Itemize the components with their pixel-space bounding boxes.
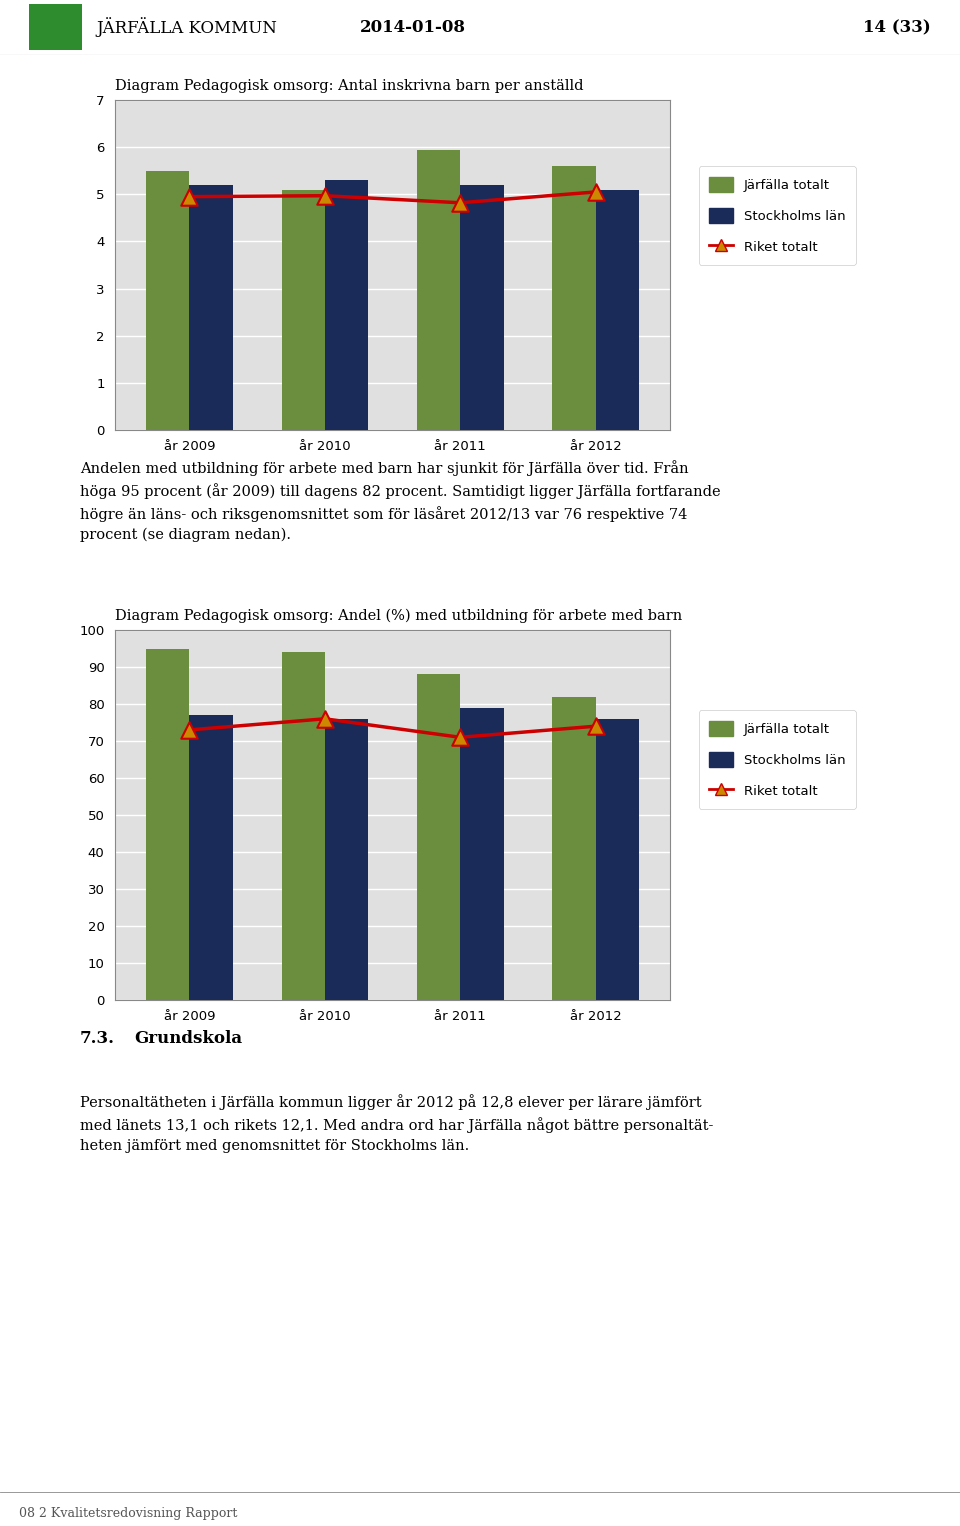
Legend: Järfälla totalt, Stockholms län, Riket totalt: Järfälla totalt, Stockholms län, Riket t… [699, 710, 855, 809]
Bar [29, 5, 82, 49]
Bar [324, 719, 368, 1000]
Bar [146, 171, 189, 430]
Bar [324, 180, 368, 430]
Legend: Järfälla totalt, Stockholms län, Riket totalt: Järfälla totalt, Stockholms län, Riket t… [699, 166, 855, 264]
Bar [189, 185, 232, 430]
Bar [595, 189, 638, 430]
Bar [281, 652, 324, 1000]
Bar [146, 649, 189, 1000]
Point [452, 191, 468, 215]
Point [452, 725, 468, 749]
Bar [189, 716, 232, 1000]
Point [317, 183, 332, 208]
Bar [552, 696, 595, 1000]
Text: 08 2 Kvalitetsredovisning Rapport: 08 2 Kvalitetsredovisning Rapport [19, 1508, 237, 1520]
Text: Grundskola: Grundskola [134, 1030, 242, 1047]
Text: Andelen med utbildning för arbete med barn har sjunkit för Järfälla över tid. Fr: Andelen med utbildning för arbete med ba… [80, 459, 721, 542]
Bar [417, 674, 460, 1000]
Bar [460, 185, 503, 430]
Text: Diagram Pedagogisk omsorg: Andel (%) med utbildning för arbete med barn: Diagram Pedagogisk omsorg: Andel (%) med… [115, 609, 683, 623]
Point [181, 185, 197, 209]
Bar [552, 166, 595, 430]
Point [181, 717, 197, 742]
Text: Diagram Pedagogisk omsorg: Antal inskrivna barn per anställd: Diagram Pedagogisk omsorg: Antal inskriv… [115, 79, 584, 93]
Bar [595, 719, 638, 1000]
Bar [281, 189, 324, 430]
Bar [417, 150, 460, 430]
Point [588, 180, 603, 204]
Bar [460, 708, 503, 1000]
Text: 2014-01-08: 2014-01-08 [360, 18, 466, 37]
Text: 14 (33): 14 (33) [863, 18, 931, 37]
Text: Personaltätheten i Järfälla kommun ligger år 2012 på 12,8 elever per lärare jämf: Personaltätheten i Järfälla kommun ligge… [80, 1094, 713, 1152]
Text: JÄRFÄLLA KOMMUN: JÄRFÄLLA KOMMUN [96, 17, 276, 38]
Point [588, 714, 603, 739]
Point [317, 707, 332, 731]
Text: 7.3.: 7.3. [80, 1030, 115, 1047]
